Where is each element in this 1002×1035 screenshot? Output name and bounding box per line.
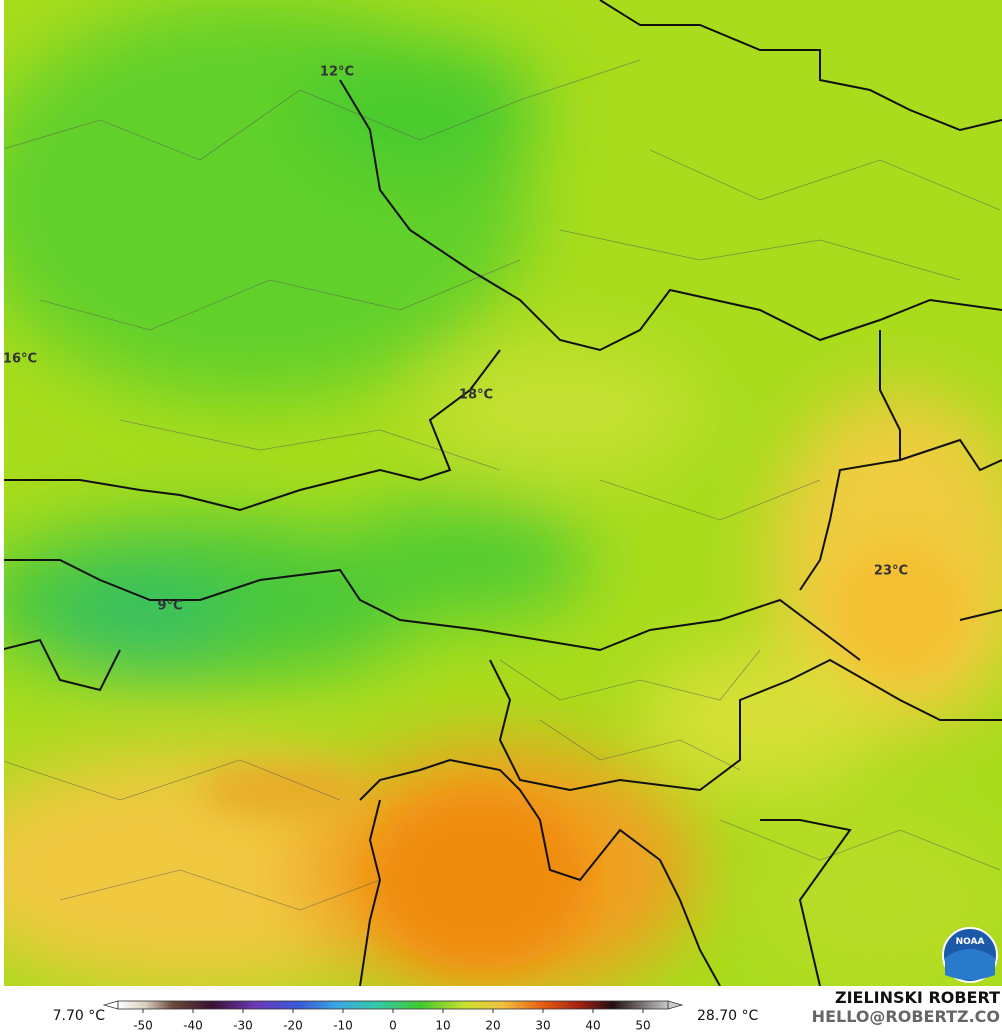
tick-label: 40 bbox=[585, 1019, 600, 1033]
tick-label: 20 bbox=[485, 1019, 500, 1033]
colorbar: -50 -40 -30 -20 -10 0 10 20 30 40 50 bbox=[102, 1000, 684, 1033]
tick-label: 0 bbox=[389, 1019, 397, 1033]
tick-label: 50 bbox=[635, 1019, 650, 1033]
contour-label: 16°C bbox=[3, 352, 37, 367]
tick-label: -30 bbox=[233, 1019, 253, 1033]
tick-label: 30 bbox=[535, 1019, 550, 1033]
tick-label: -50 bbox=[133, 1019, 153, 1033]
admin-borders bbox=[4, 59, 1001, 911]
max-label: 28.70 °C bbox=[697, 1008, 759, 1024]
colorbar-end bbox=[667, 1000, 684, 1010]
author: ZIELINSKI ROBERT bbox=[835, 988, 1000, 1007]
tick-label: -20 bbox=[283, 1019, 303, 1033]
contour-label: 18°C bbox=[459, 388, 493, 403]
tick-label: -10 bbox=[333, 1019, 353, 1033]
tick-label: 10 bbox=[435, 1019, 450, 1033]
colorbar-gradient bbox=[117, 1000, 669, 1010]
min-label: 7.70 °C bbox=[53, 1008, 106, 1024]
contour-label: 12°C bbox=[320, 65, 354, 80]
temperature-field: NOAA bbox=[4, 0, 1002, 986]
logo-text: NOAA bbox=[956, 937, 985, 947]
contact: HELLO@ROBERTZ.CO bbox=[812, 1007, 1000, 1026]
noaa-logo-wave bbox=[945, 949, 995, 980]
tick-label: -40 bbox=[183, 1019, 203, 1033]
contour-label: 9°C bbox=[157, 599, 182, 614]
contour-label: 23°C bbox=[874, 564, 908, 579]
country-borders bbox=[4, 0, 1002, 986]
colorbar-end bbox=[102, 1000, 119, 1010]
